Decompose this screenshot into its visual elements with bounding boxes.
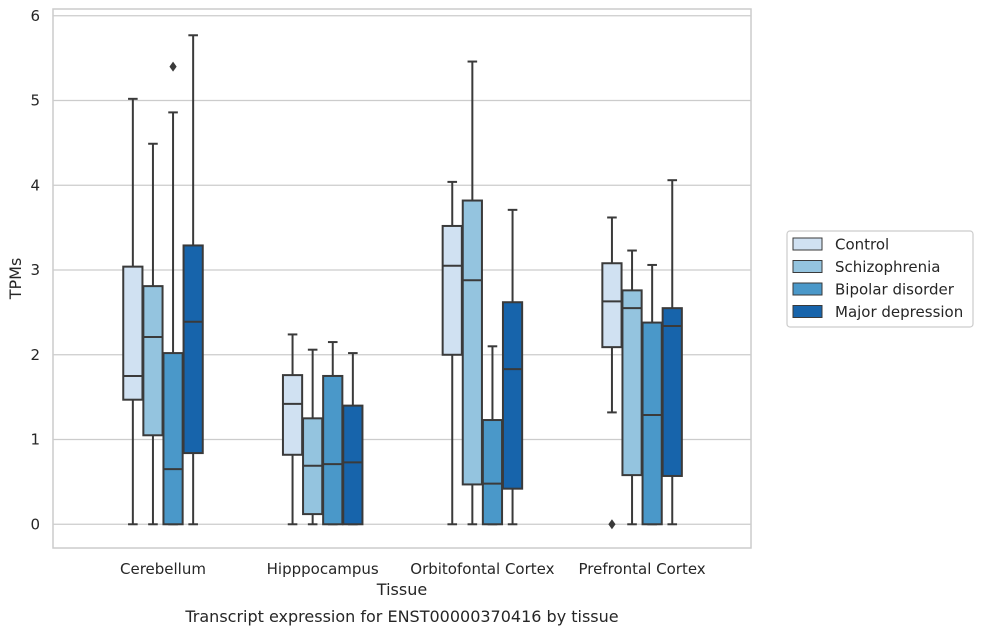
box-schizophrenia [621,249,643,526]
box-bipolar-disorder [641,263,663,526]
x-tick-label: Hipppocampus [267,560,379,578]
box-major-depression [661,179,683,526]
box-iqr [122,265,144,401]
box-iqr [142,285,164,437]
box-iqr [281,374,304,456]
box-major-depression [182,34,204,526]
x-tick-label: Orbitofontal Cortex [410,560,554,578]
y-axis-ticks: 0 1 2 3 4 5 6 [30,7,40,533]
legend-frame [786,230,974,328]
legend-label: Bipolar disorder [835,281,955,299]
box-bipolar-disorder [162,61,184,526]
legend-label: Control [835,236,889,254]
legend-label: Major depression [835,303,963,321]
box-iqr [342,404,364,526]
chart-caption: Transcript expression for ENST0000037041… [184,607,618,626]
x-axis-ticks: Cerebellum Hipppocampus Orbitofontal Corte… [120,560,706,578]
box-iqr [481,419,504,526]
box-major-depression [342,352,364,526]
box-iqr [621,289,643,477]
y-tick-label: 0 [30,515,40,533]
box-iqr [501,301,524,490]
box-schizophrenia [142,142,164,526]
outlier-point [608,519,616,530]
legend-label: Schizophrenia [835,258,940,276]
y-tick-label: 5 [30,92,40,110]
box-iqr [601,262,623,349]
box-iqr [322,374,344,526]
legend: Control Schizophrenia Bipolar disorder Majo… [786,230,974,328]
y-tick-label: 4 [30,176,40,194]
box-major-depression [501,208,524,526]
legend-swatch [792,237,823,251]
legend-swatch [792,260,823,273]
box-schizophrenia [302,348,324,526]
box-iqr [162,352,184,526]
x-axis-label: Tissue [376,580,427,599]
x-tick-label: Cerebellum [120,560,206,578]
box-iqr [661,307,683,477]
y-tick-label: 2 [30,346,40,364]
y-tick-label: 1 [30,431,40,449]
box-control [281,333,304,526]
box-control [122,97,144,526]
y-tick-label: 3 [30,261,40,279]
legend-swatch [792,282,823,296]
outlier-point [169,61,177,72]
box-iqr [182,244,204,455]
plot-area-frame [52,8,752,549]
y-axis-label: TPMs [6,258,25,301]
y-tick-label: 6 [30,7,40,25]
box-iqr [641,321,663,526]
legend-swatch [792,305,823,318]
box-bipolar-disorder [481,345,504,526]
x-tick-label: Prefrontal Cortex [578,560,705,578]
box-bipolar-disorder [322,341,344,526]
box-series-group [122,34,683,530]
box-schizophrenia [461,60,483,526]
box-iqr [441,224,463,356]
box-iqr [461,199,483,486]
box-control [441,180,463,526]
box-control [601,216,623,530]
